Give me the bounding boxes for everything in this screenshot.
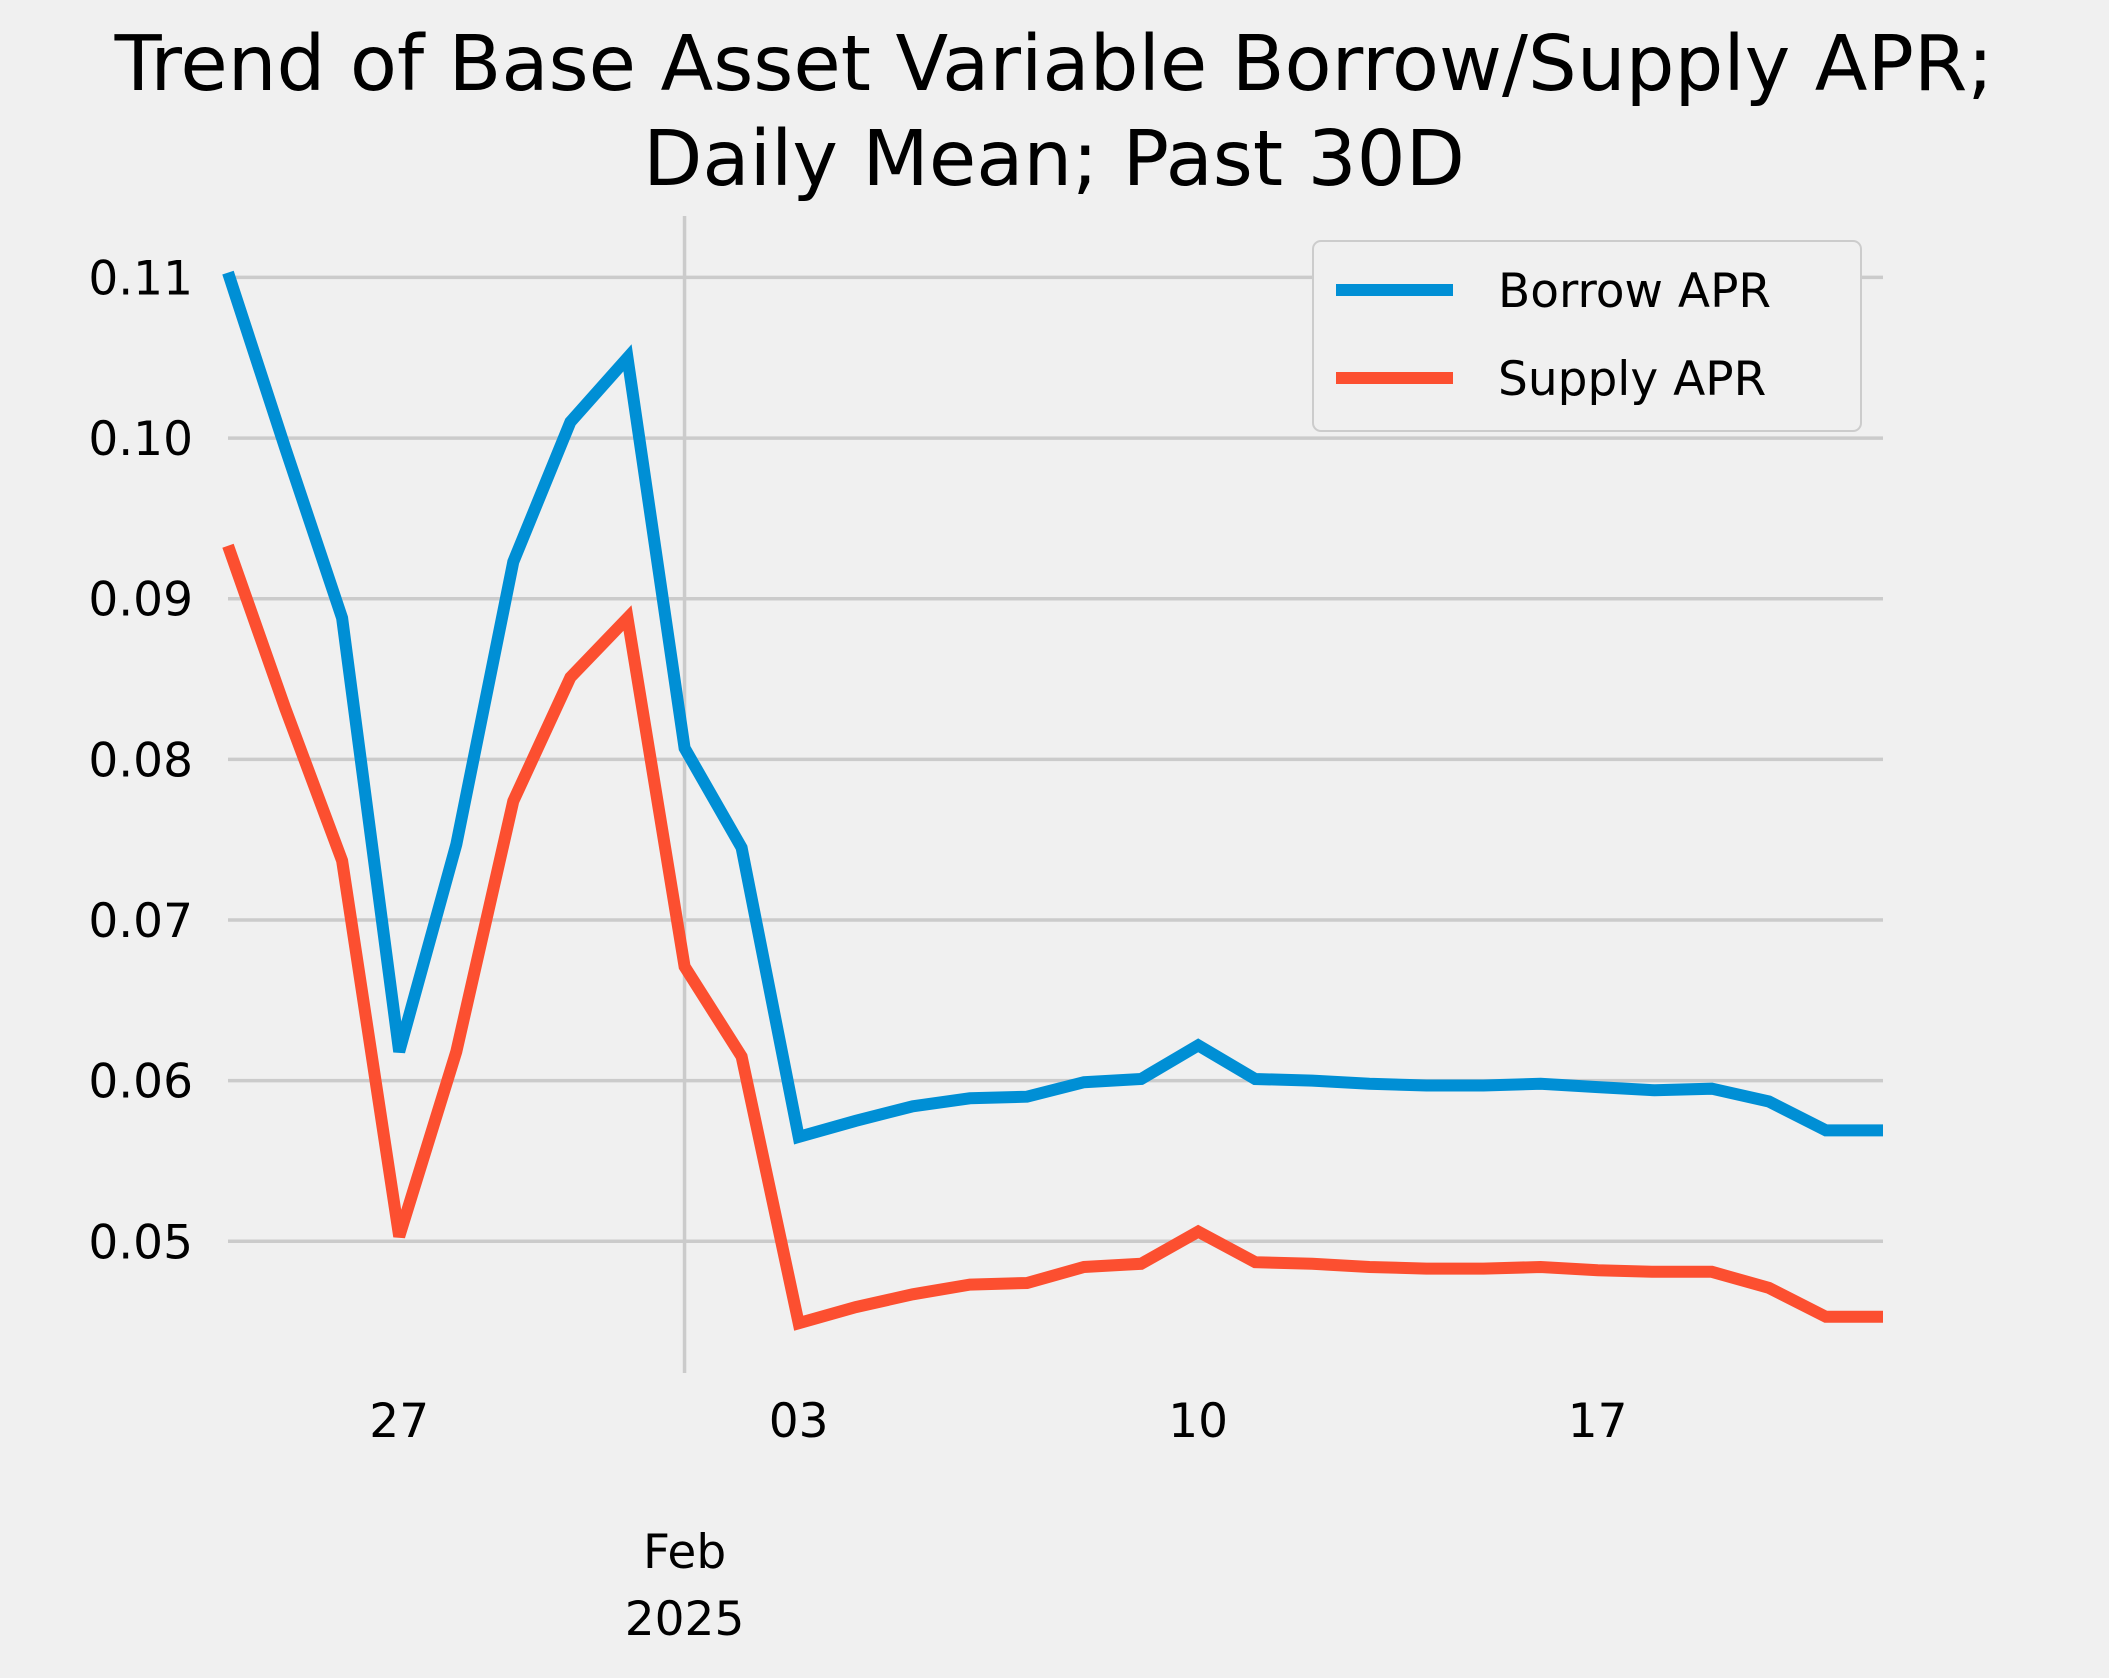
y-tick-label: 0.11: [88, 251, 193, 306]
x-tick-label: 17: [1568, 1394, 1628, 1449]
axis-labels: 0.05 0.06 0.07 0.08 0.09 0.10 0.11 27 03 10 17 Feb 2…: [88, 251, 1627, 1647]
y-tick-label: 0.07: [88, 894, 193, 949]
x-tick-label: 03: [769, 1394, 829, 1449]
x-tick-label: 10: [1168, 1394, 1228, 1449]
series-lines: [222, 270, 1883, 1331]
x-year-label: 2025: [625, 1592, 745, 1647]
y-tick-label: 0.10: [88, 412, 193, 467]
series-line-borrow-apr: [222, 270, 1883, 1145]
y-tick-label: 0.08: [88, 733, 193, 788]
legend: Borrow APR Supply APR: [1312, 240, 1862, 432]
y-tick-label: 0.09: [88, 573, 193, 628]
series-line-supply-apr: [222, 543, 1883, 1331]
y-tick-label: 0.05: [88, 1215, 193, 1270]
chart-title-line-2: Daily Mean; Past 30D: [643, 115, 1465, 204]
x-tick-label: 27: [369, 1394, 429, 1449]
legend-label: Borrow APR: [1498, 264, 1771, 319]
legend-label: Supply APR: [1498, 352, 1766, 407]
x-month-label: Feb: [643, 1525, 726, 1580]
chart-title-line-1: Trend of Base Asset Variable Borrow/Supp…: [114, 20, 1994, 109]
y-tick-label: 0.06: [88, 1055, 193, 1110]
